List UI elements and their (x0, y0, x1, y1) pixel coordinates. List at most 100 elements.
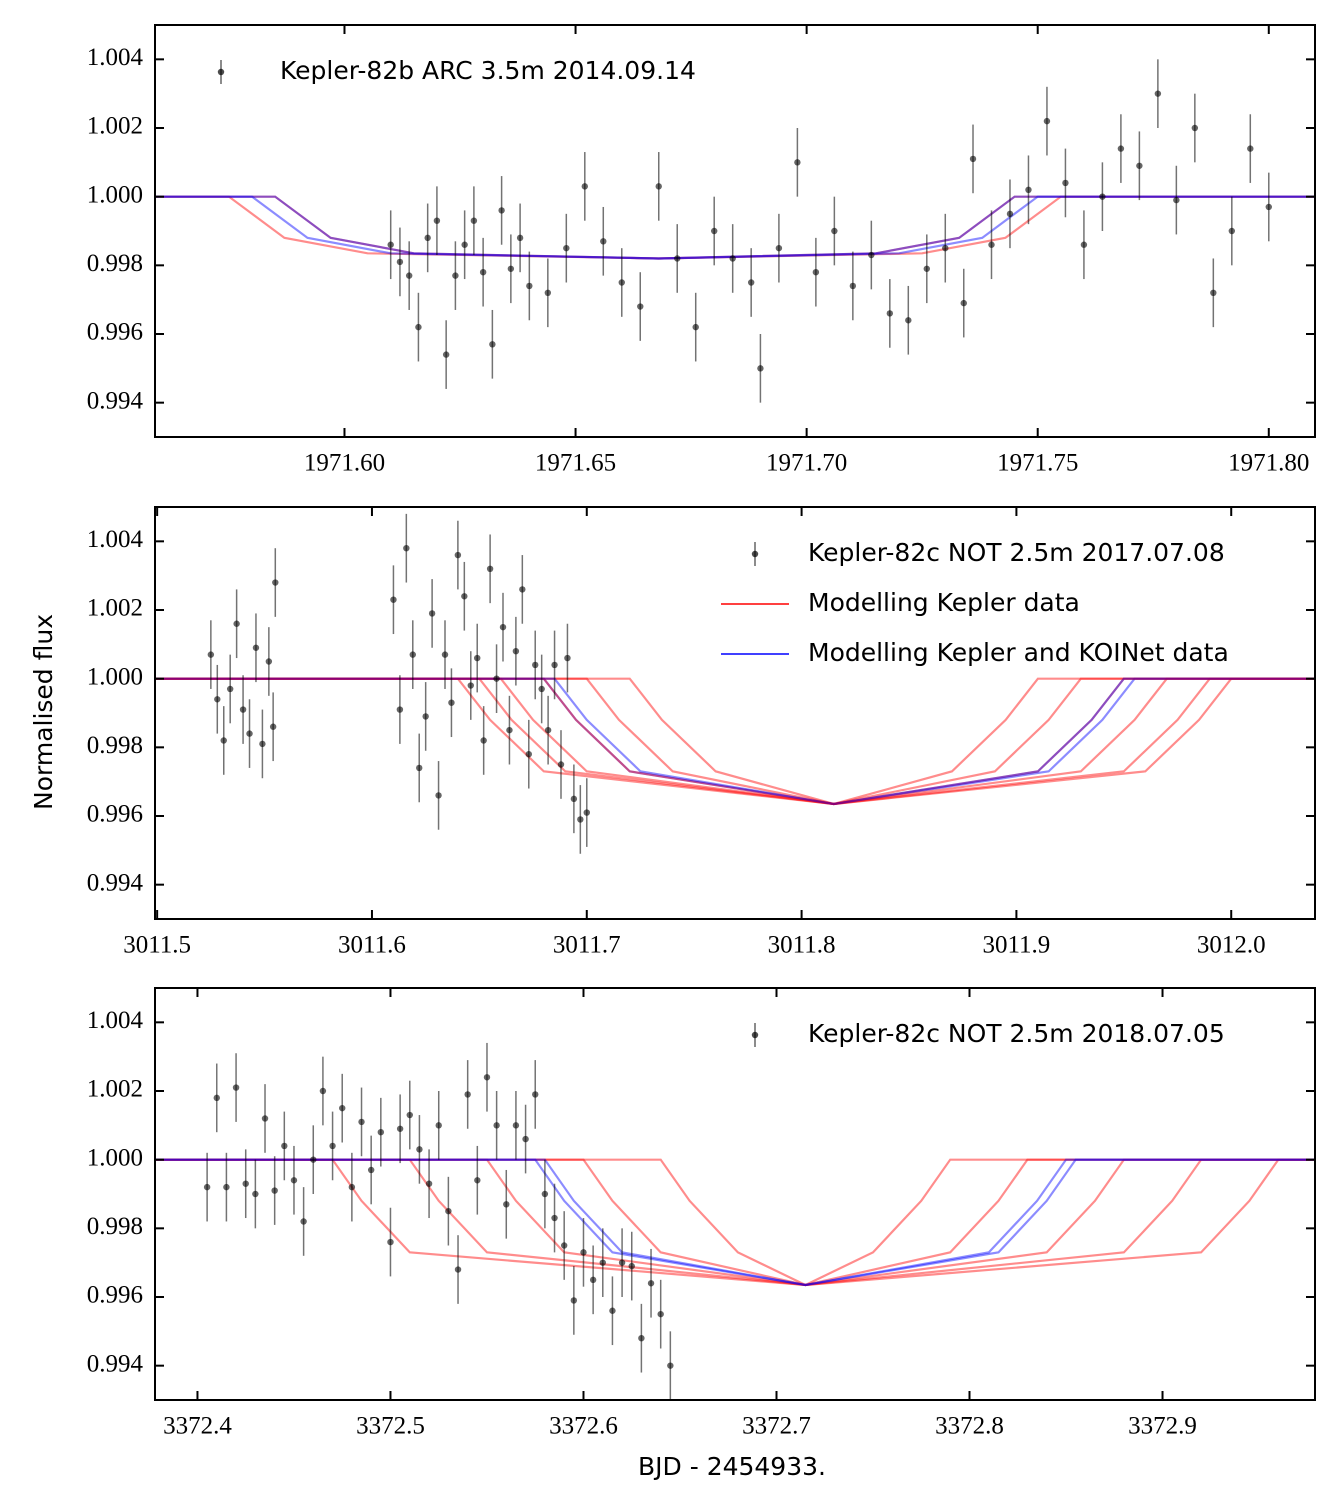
y-tick-label: 1.000 (87, 1144, 143, 1171)
data-point (474, 1177, 481, 1184)
y-tick-label: 0.996 (87, 801, 143, 828)
data-point (1247, 145, 1254, 152)
data-point (489, 341, 496, 348)
data-point (551, 1214, 558, 1222)
data-point (638, 1335, 645, 1342)
data-point (557, 761, 565, 768)
model-curve (155, 677, 1315, 806)
x-tick-label: 3012.0 (1197, 932, 1266, 959)
data-point (405, 272, 413, 279)
data-point (1173, 196, 1180, 204)
model-curve (155, 677, 1315, 806)
x-tick-label: 1971.80 (1228, 450, 1309, 477)
model-curve (155, 1158, 1315, 1287)
data-point (942, 244, 949, 252)
y-tick-label: 1.004 (87, 1007, 144, 1034)
data-point (757, 365, 764, 372)
data-point (474, 654, 481, 662)
y-tick-label: 0.998 (87, 732, 143, 759)
data-point (223, 1183, 230, 1191)
data-point (403, 545, 410, 552)
data-point (560, 1242, 568, 1249)
data-point (479, 269, 487, 276)
model-curve (155, 1158, 1315, 1287)
data-point (589, 1276, 597, 1284)
data-point (570, 1297, 578, 1304)
data-point (1062, 179, 1069, 187)
data-point (428, 610, 436, 617)
data-point (467, 682, 474, 689)
data-point (499, 623, 507, 631)
data-point (1136, 162, 1143, 169)
data-point (775, 244, 783, 252)
x-tick-label: 1971.70 (766, 450, 847, 477)
data-point (396, 1125, 404, 1132)
data-point (461, 593, 468, 600)
data-point (1191, 124, 1199, 132)
data-point (425, 1180, 433, 1187)
data-point (435, 1122, 442, 1129)
data-point (377, 1129, 385, 1136)
data-point (1043, 117, 1051, 125)
model-curve (155, 195, 1315, 260)
data-point (564, 654, 571, 662)
x-tick-label: 3372.6 (549, 1413, 618, 1440)
data-point (442, 351, 450, 358)
y-tick-label: 0.998 (87, 250, 143, 277)
legend-label: Kepler-82c NOT 2.5m 2017.07.08 (808, 538, 1225, 567)
y-tick-label: 0.994 (87, 869, 144, 896)
data-point (747, 279, 755, 286)
data-point (319, 1087, 327, 1095)
plot-area (155, 1042, 1315, 1400)
data-point (1265, 203, 1272, 211)
data-point (213, 1094, 220, 1102)
x-tick-label: 3372.4 (163, 1413, 232, 1440)
model-curve (155, 1158, 1315, 1287)
data-point (416, 1146, 423, 1153)
model-curve (155, 1158, 1315, 1287)
data-point (265, 658, 273, 665)
data-point (692, 323, 699, 331)
data-point (1025, 186, 1032, 193)
data-point (507, 265, 515, 272)
data-point (300, 1218, 307, 1225)
y-tick-label: 0.998 (87, 1213, 143, 1240)
data-point (512, 1122, 520, 1129)
data-point (329, 1142, 336, 1150)
data-point (396, 258, 404, 266)
model-curve (155, 195, 1315, 260)
y-tick-label: 0.994 (87, 387, 144, 414)
x-tick-label: 3011.9 (982, 932, 1050, 959)
data-point (461, 241, 468, 248)
model-curve (155, 1158, 1315, 1287)
x-tick-label: 3011.8 (768, 932, 836, 959)
y-axis-label: Normalised flux (29, 614, 58, 810)
y-tick-label: 0.996 (87, 1282, 143, 1309)
data-point (415, 323, 422, 331)
data-point (454, 551, 462, 559)
data-point (532, 1091, 539, 1098)
data-point (233, 620, 240, 627)
data-point (657, 1310, 664, 1318)
model-curve (155, 1158, 1315, 1287)
data-point (1117, 145, 1125, 152)
y-tick-label: 1.000 (87, 181, 143, 208)
x-tick-label: 3372.7 (742, 1413, 811, 1440)
data-point (310, 1156, 317, 1163)
legend-label: Modelling Kepler and KOINet data (808, 638, 1229, 667)
model-curve (155, 677, 1315, 806)
data-point (281, 1142, 288, 1150)
model-curve (155, 677, 1315, 806)
data-point (532, 661, 539, 669)
data-point (519, 586, 526, 593)
data-point (214, 696, 221, 703)
data-point (445, 1207, 452, 1215)
frame (154, 987, 1316, 1401)
data-point (583, 809, 590, 816)
data-point (387, 1238, 394, 1246)
data-point (729, 255, 736, 262)
data-point (486, 565, 494, 572)
x-tick-label: 3011.6 (338, 932, 406, 959)
data-point (849, 282, 857, 290)
